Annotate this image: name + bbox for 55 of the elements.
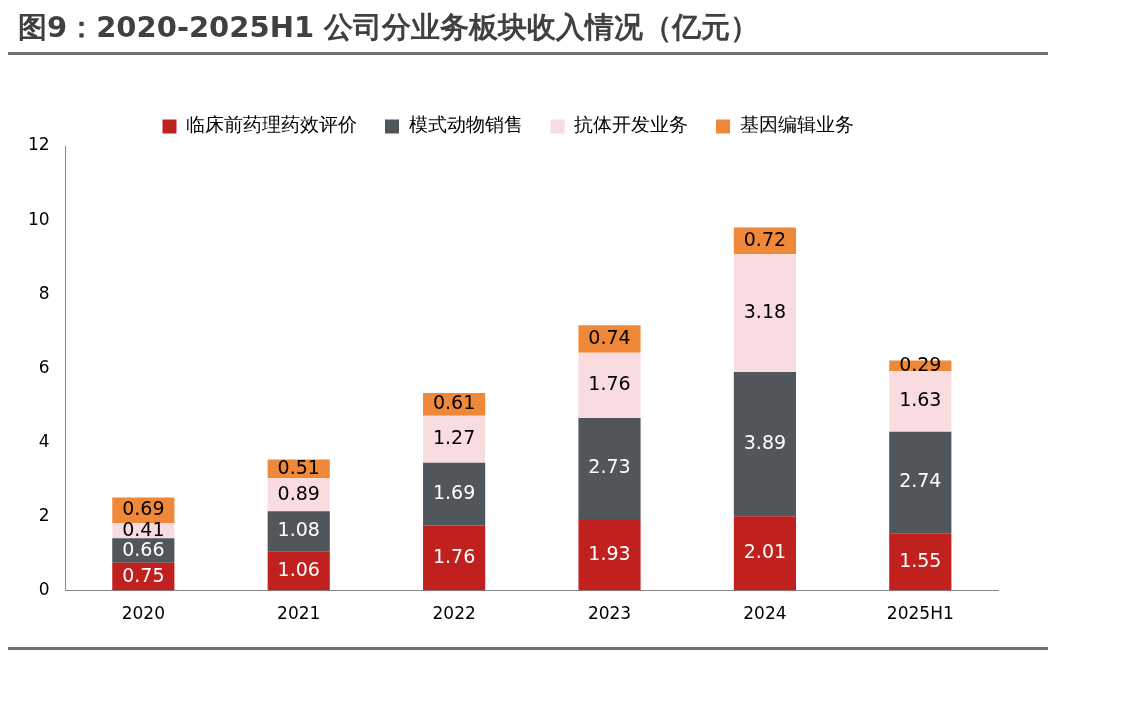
y-tick-label: 4 [38,430,50,451]
bar [423,415,486,463]
y-tick-label: 6 [38,356,50,377]
data-label: 0.69 [122,497,165,520]
legend-label: 基因编辑业务 [739,113,854,136]
data-label: 1.08 [277,518,320,541]
legend-label: 模式动物销售 [408,113,523,136]
x-tick-label: 2022 [432,603,476,624]
data-label: 1.69 [432,481,476,504]
bar [578,352,641,418]
data-label: 1.93 [588,541,631,564]
y-tick-label: 8 [38,282,50,303]
data-label: 2.01 [743,540,787,563]
data-label: 0.89 [277,481,320,504]
y-tick-label: 10 [27,208,50,229]
data-label: 1.55 [899,548,942,571]
bar [578,417,641,520]
bar [889,533,952,591]
bar [889,371,952,432]
y-tick-label: 2 [38,504,50,525]
bar [733,516,796,591]
bar [423,462,486,526]
x-tick-label: 2020 [121,603,165,624]
x-tick-label: 2025H1 [886,603,954,624]
legend-label: 抗体开发业务 [574,113,688,136]
bar [733,372,796,517]
y-tick-label: 12 [27,134,50,155]
data-label: 0.61 [432,391,476,414]
bar [578,325,641,353]
data-label: 1.27 [432,426,476,449]
x-tick-label: 2024 [743,603,787,624]
data-label: 0.74 [588,325,631,348]
y-tick-label: 0 [38,579,50,600]
data-label: 1.76 [432,544,476,567]
data-label: 0.51 [277,455,320,478]
data-label: 0.29 [899,352,942,375]
data-label: 1.06 [277,557,320,580]
data-label: 0.41 [122,517,165,540]
bar [423,525,486,591]
bar [889,431,952,534]
data-label: 1.63 [899,388,942,411]
data-label: 3.18 [743,300,787,323]
bar [578,519,641,591]
data-label: 0.75 [122,563,165,586]
data-label: 0.66 [122,537,165,560]
data-label: 2.74 [899,469,942,492]
x-tick-label: 2021 [277,603,321,624]
chart-title: 图9：2020-2025H1 公司分业务板块收入情况（亿元） [17,9,761,46]
x-tick-label: 2023 [587,603,632,624]
data-label: 0.72 [743,227,787,250]
data-label: 2.73 [588,455,631,478]
legend-label: 临床前药理药效评价 [186,113,357,136]
bar [733,254,796,373]
data-label: 1.76 [588,372,631,395]
data-label: 3.89 [743,431,787,453]
